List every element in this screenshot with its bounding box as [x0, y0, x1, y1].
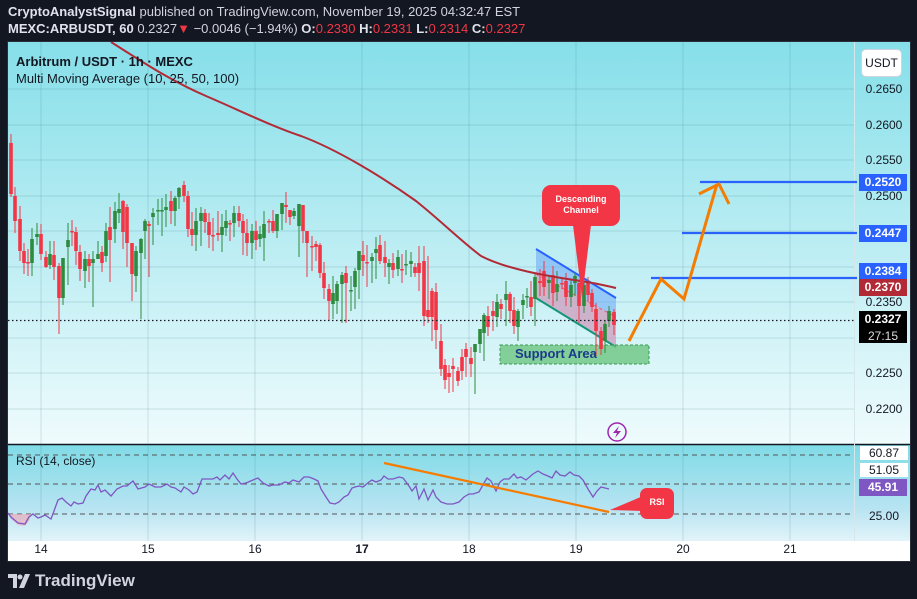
low-label: L: — [416, 21, 429, 36]
low-value: 0.2314 — [428, 21, 469, 36]
time-tick: 20 — [676, 542, 690, 556]
projection-path[interactable] — [627, 183, 719, 342]
price-tick: 0.2550 — [865, 153, 903, 167]
support-area-label: Support Area — [515, 346, 597, 361]
lightning-icon[interactable] — [607, 422, 627, 442]
last-price: 0.2327 — [137, 21, 178, 36]
price-change: −0.0046 (−1.94%) — [193, 21, 298, 36]
time-tick: 19 — [569, 542, 583, 556]
rsi-current-tag[interactable]: 45.91 — [859, 479, 907, 496]
rsi-legend[interactable]: RSI (14, close) — [16, 454, 96, 468]
high-label: H: — [359, 21, 373, 36]
rsi-line[interactable] — [8, 469, 610, 525]
time-tick: 21 — [783, 542, 797, 556]
brand-name: TradingView — [35, 571, 135, 590]
currency-button[interactable]: USDT — [861, 49, 902, 77]
rsi-bands — [8, 454, 854, 515]
price-tag-target1[interactable]: 0.2384 — [859, 263, 907, 280]
publish-info: CryptoAnalystSignal published on Trading… — [8, 3, 520, 20]
moving-average-line[interactable] — [110, 42, 617, 289]
descending-channel-callout[interactable] — [542, 185, 620, 298]
publisher-name[interactable]: CryptoAnalystSignal — [8, 4, 136, 19]
projection-arrowhead — [698, 181, 731, 205]
rsi-tick: 60.87 — [860, 446, 908, 460]
close-value: 0.2327 — [485, 21, 526, 36]
time-tick: 15 — [141, 542, 155, 556]
chart-frame[interactable]: Arbitrum / USDT · 1h · MEXC Multi Moving… — [7, 41, 911, 562]
close-label: C: — [471, 21, 486, 36]
price-tag-ma[interactable]: 0.2370 — [859, 279, 907, 296]
bar-countdown: 27:15 — [867, 329, 899, 343]
price-tick: 0.2200 — [865, 402, 903, 416]
price-tick: 0.2350 — [865, 295, 903, 309]
time-tick: 17 — [355, 542, 369, 556]
price-tick: 0.2500 — [865, 189, 903, 203]
down-arrow-icon: ▼ — [177, 21, 190, 36]
descending-channel-label: Descending Channel — [542, 194, 620, 216]
chart-symbol-title[interactable]: Arbitrum / USDT · 1h · MEXC — [16, 54, 193, 69]
grid-vertical — [40, 42, 791, 541]
high-value: 0.2331 — [372, 21, 413, 36]
rsi-callout[interactable] — [610, 488, 674, 519]
main-pane-bg — [8, 42, 910, 444]
time-tick: 14 — [34, 542, 48, 556]
candlesticks[interactable] — [9, 134, 616, 394]
tradingview-logo-icon — [8, 574, 30, 588]
rsi-callout-label: RSI — [649, 497, 665, 507]
rsi-divergence-line[interactable] — [383, 461, 610, 514]
price-tick: 0.2650 — [865, 82, 903, 96]
indicator-legend[interactable]: Multi Moving Average (10, 25, 50, 100) — [16, 71, 240, 86]
price-tag-target2[interactable]: 0.2447 — [859, 225, 907, 242]
tradingview-logo[interactable]: TradingView — [8, 571, 135, 591]
chart-canvas[interactable] — [8, 42, 911, 562]
time-tick: 16 — [248, 542, 262, 556]
published-text: published on TradingView.com, November 1… — [139, 4, 521, 19]
ohlc-bar: MEXC:ARBUSDT, 60 0.2327▼ −0.0046 (−1.94%… — [8, 20, 525, 37]
rsi-tick: 25.00 — [868, 509, 900, 523]
price-tag-target3[interactable]: 0.2520 — [859, 174, 907, 191]
rsi-tick: 51.05 — [860, 463, 908, 477]
open-label: O: — [301, 21, 316, 36]
price-tag-last[interactable]: 0.2327 27:15 — [859, 311, 907, 343]
symbol: MEXC:ARBUSDT, 60 — [8, 21, 134, 36]
time-tick: 18 — [462, 542, 476, 556]
time-axis-bg[interactable] — [8, 541, 911, 562]
callout-line-1: Descending — [555, 194, 607, 204]
callout-line-2: Channel — [563, 205, 599, 215]
support-area-box[interactable] — [499, 344, 650, 365]
target-lines[interactable] — [651, 180, 857, 280]
last-price-value: 0.2327 — [864, 312, 902, 326]
price-tick: 0.2600 — [865, 118, 903, 132]
open-value: 0.2330 — [315, 21, 356, 36]
price-tick: 0.2250 — [865, 366, 903, 380]
